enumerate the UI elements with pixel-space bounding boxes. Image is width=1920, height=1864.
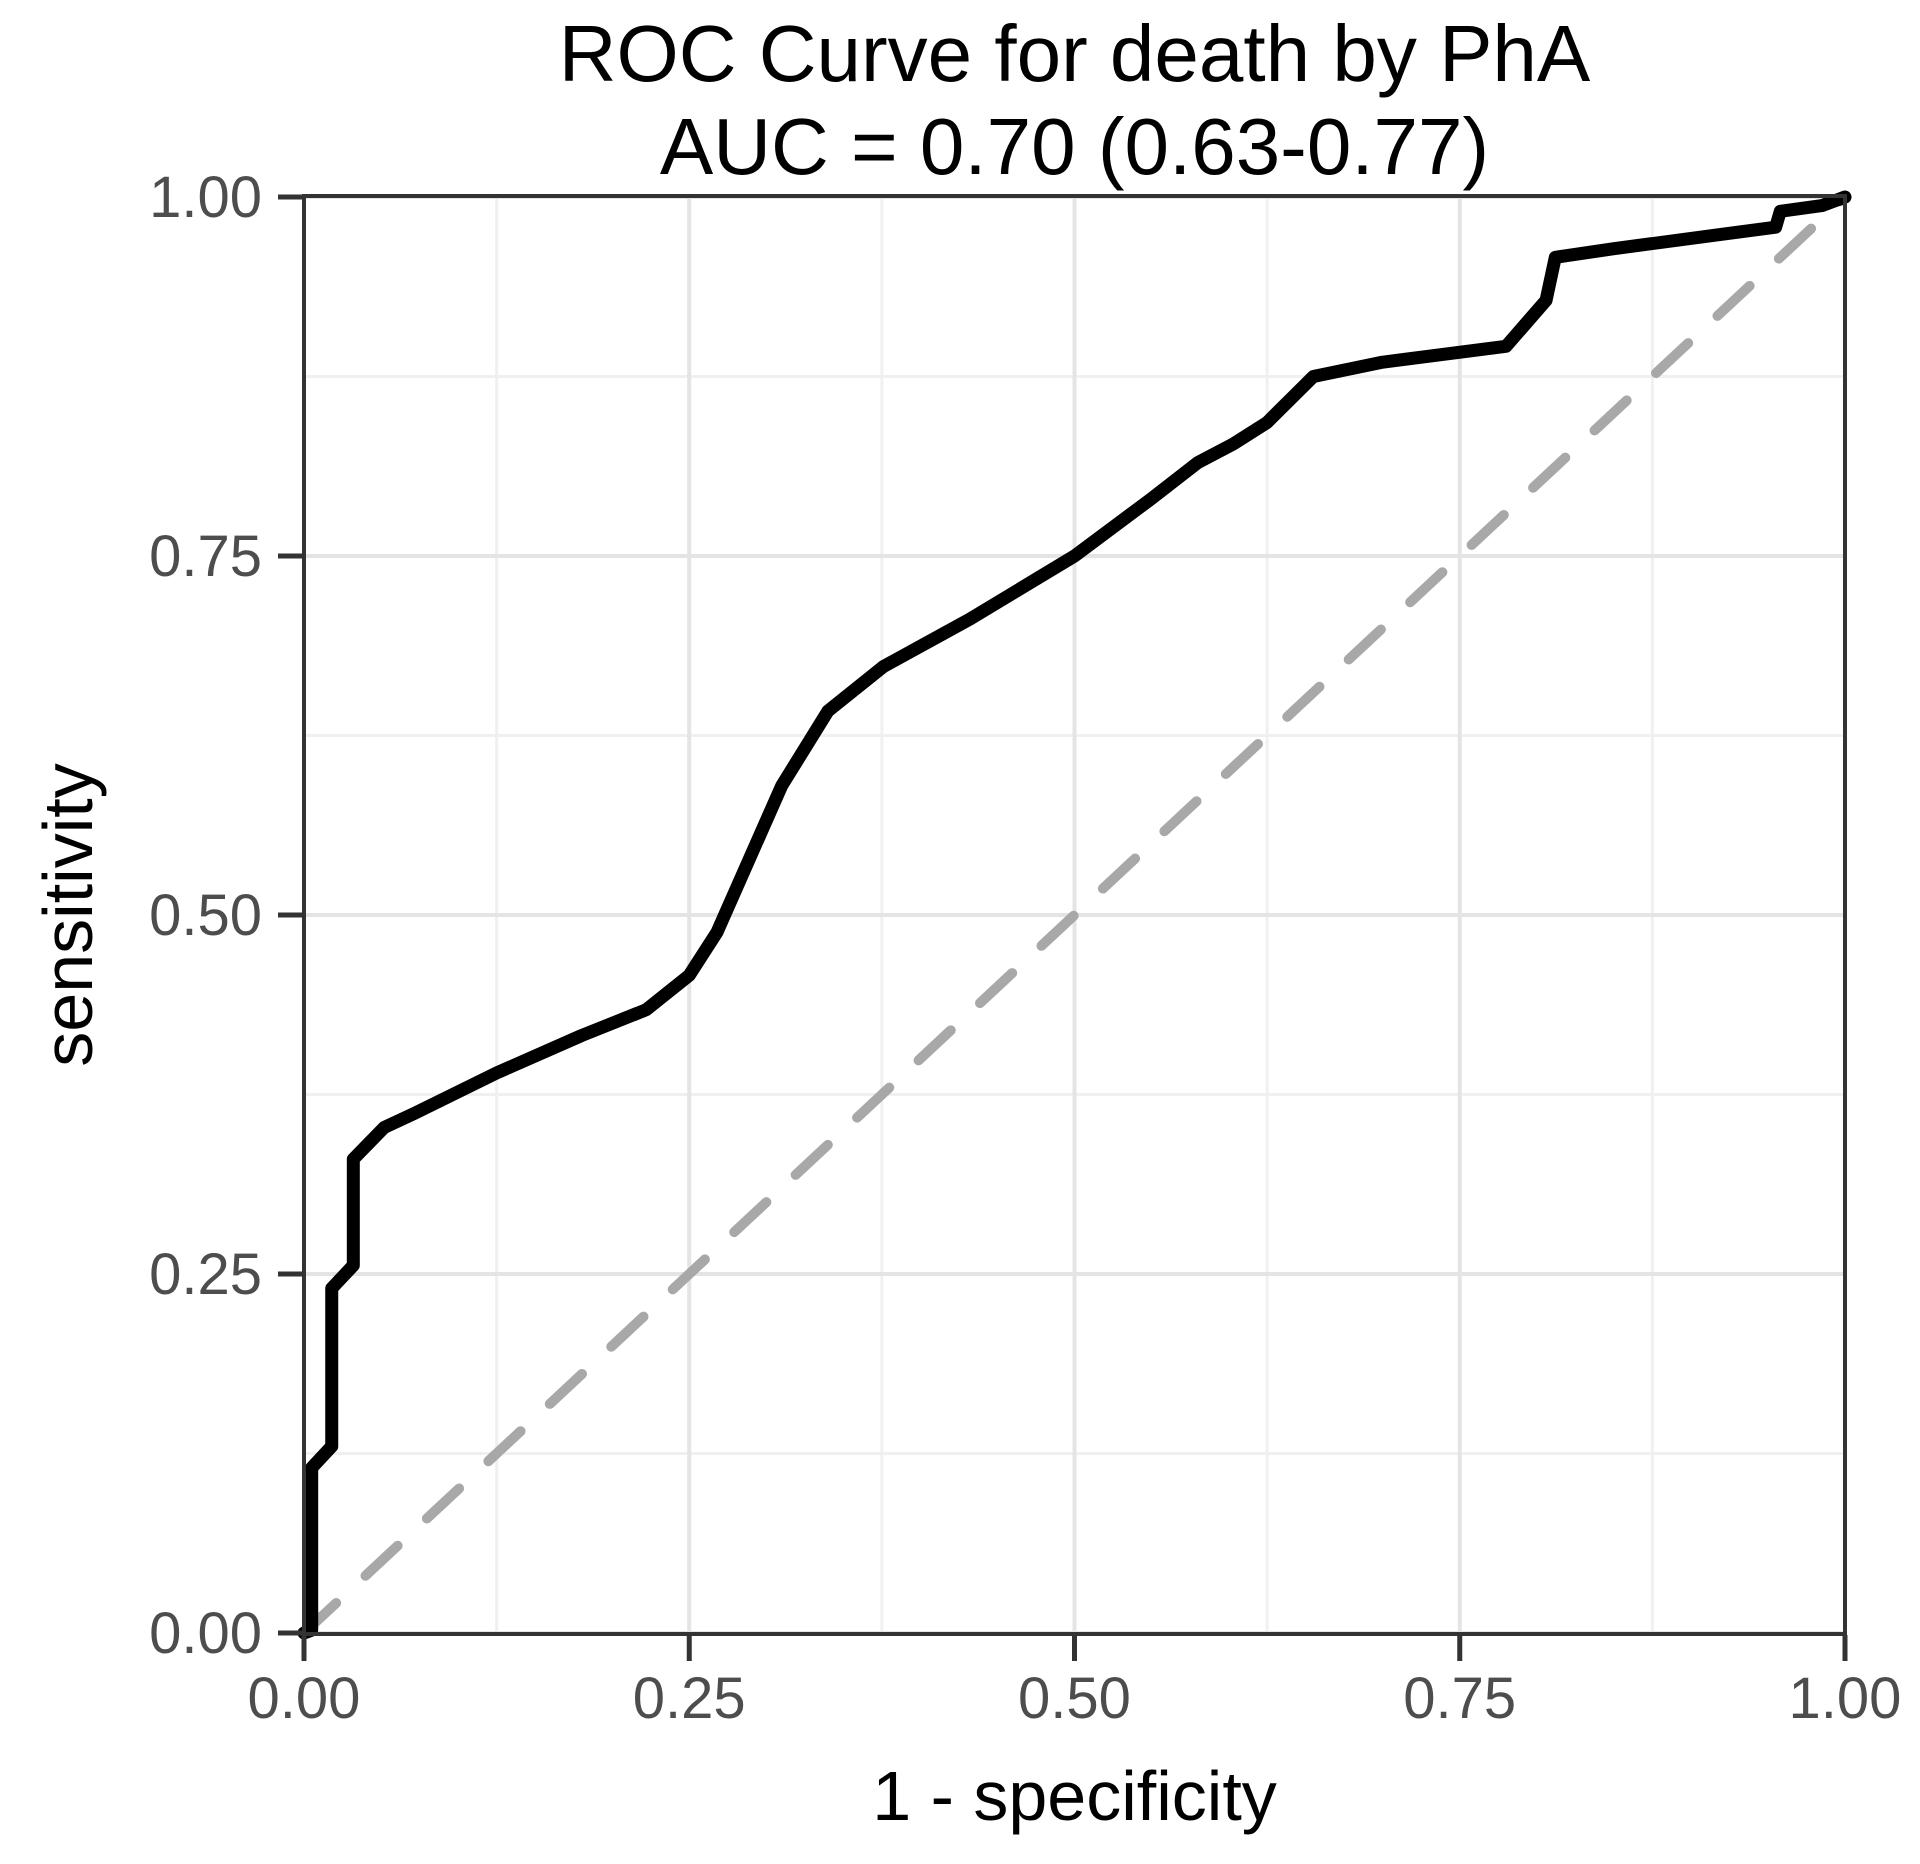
roc-curve-line [297,190,1852,1640]
x-axis-title: 1 - specificity [872,1757,1277,1835]
y-tick-label: 0.50 [149,883,262,948]
chart-title-line1: ROC Curve for death by PhA [558,9,1591,98]
y-tick-label: 1.00 [149,165,262,230]
panel-border [302,194,1847,1636]
y-axis-title: sensitivity [29,763,107,1067]
x-tick-label: 1.00 [1789,1666,1902,1731]
x-tick-label: 0.50 [1018,1666,1131,1731]
chart-title-line2: AUC = 0.70 (0.63-0.77) [659,101,1490,191]
y-tick-label: 0.00 [149,1601,262,1666]
y-tick-label: 0.75 [149,524,262,589]
reference-diagonal-line [299,192,1850,1638]
x-tick-label: 0.75 [1403,1666,1516,1731]
x-tick-label: 0.25 [633,1666,746,1731]
x-tick-label: 0.00 [248,1666,361,1731]
chart-title: ROC Curve for death by PhA AUC = 0.70 (0… [304,8,1845,194]
y-tick-label: 0.25 [149,1242,262,1307]
